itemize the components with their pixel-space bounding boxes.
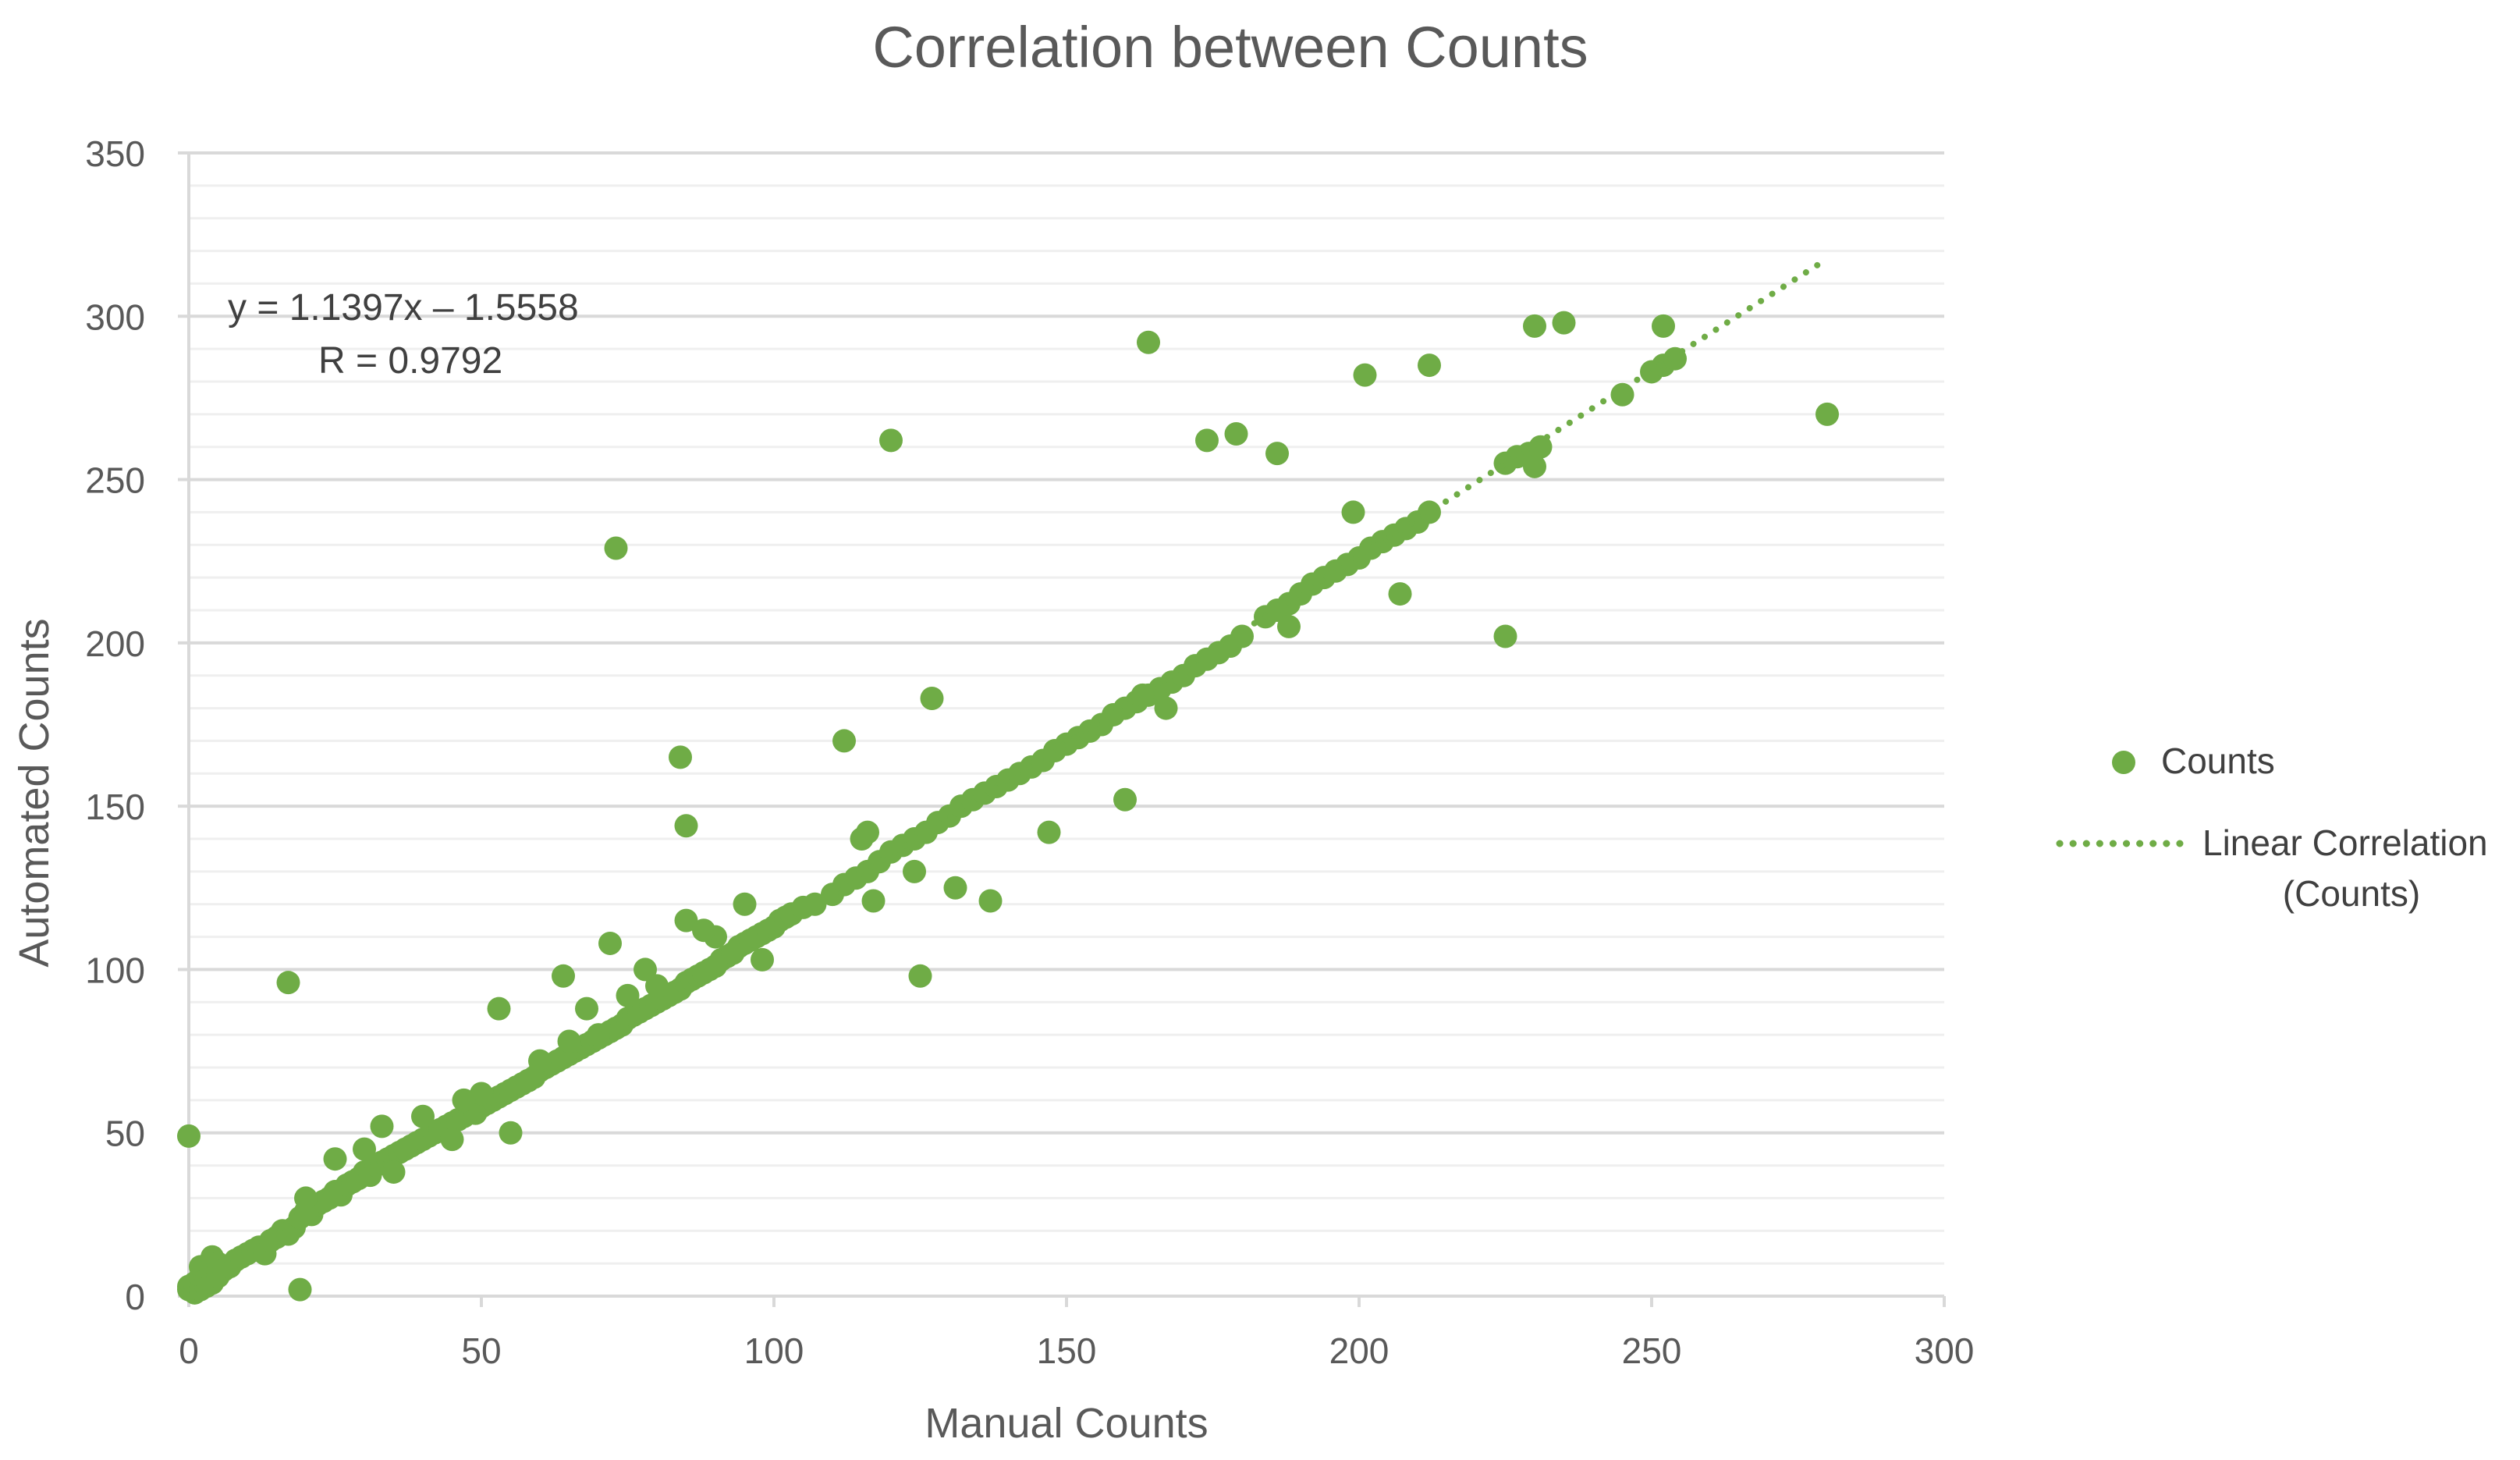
data-point bbox=[1195, 428, 1219, 453]
data-point bbox=[943, 876, 967, 900]
legend-marker-counts bbox=[2112, 751, 2135, 774]
data-point bbox=[751, 947, 774, 972]
data-point bbox=[470, 1082, 493, 1106]
data-point bbox=[861, 889, 886, 913]
data-point bbox=[733, 892, 757, 916]
data-point bbox=[516, 1068, 540, 1092]
data-point bbox=[1230, 624, 1254, 648]
data-point bbox=[674, 814, 698, 838]
data-point bbox=[1037, 820, 1061, 844]
x-tick-label: 50 bbox=[461, 1330, 501, 1371]
data-point bbox=[634, 957, 657, 982]
data-point bbox=[499, 1121, 523, 1145]
y-tick-label: 150 bbox=[85, 787, 145, 827]
data-point bbox=[598, 931, 622, 955]
data-point bbox=[487, 996, 511, 1021]
data-point bbox=[1493, 624, 1517, 648]
data-point bbox=[440, 1128, 464, 1152]
x-tick-label: 250 bbox=[1622, 1330, 1682, 1371]
data-point bbox=[587, 1023, 610, 1047]
data-point bbox=[1523, 314, 1546, 338]
y-tick-label: 250 bbox=[85, 460, 145, 501]
data-point bbox=[276, 971, 300, 995]
data-point bbox=[382, 1160, 406, 1184]
y-tick-label: 0 bbox=[125, 1277, 145, 1317]
data-point bbox=[879, 428, 903, 453]
x-tick-label: 150 bbox=[1037, 1330, 1097, 1371]
data-point bbox=[557, 1029, 581, 1053]
data-point bbox=[1224, 421, 1248, 446]
data-point bbox=[1113, 787, 1137, 812]
equation-annotation: y = 1.1397x – 1.5558 bbox=[228, 287, 579, 329]
data-point bbox=[1523, 454, 1546, 478]
x-axis-label: Manual Counts bbox=[925, 1400, 1208, 1447]
data-point bbox=[370, 1114, 394, 1139]
data-point bbox=[1341, 500, 1365, 524]
data-point bbox=[353, 1137, 376, 1161]
chart-title: Correlation between Counts bbox=[872, 15, 1588, 80]
data-point bbox=[294, 1186, 318, 1210]
r-value-annotation: R = 0.9792 bbox=[318, 340, 502, 382]
data-point bbox=[604, 536, 628, 560]
axis-layer: 0 50 100 150 200 250 300 350 0 50 100 150 200 250 300 bbox=[85, 133, 1974, 1371]
data-point bbox=[978, 889, 1003, 913]
data-point bbox=[411, 1104, 435, 1128]
data-point bbox=[1418, 353, 1441, 378]
data-point bbox=[1388, 582, 1412, 606]
data-point bbox=[552, 964, 575, 988]
data-point bbox=[1265, 442, 1289, 466]
data-point bbox=[1154, 696, 1178, 720]
data-point bbox=[692, 918, 715, 943]
y-tick-label: 350 bbox=[85, 133, 145, 174]
x-tick-label: 200 bbox=[1329, 1330, 1390, 1371]
data-point bbox=[674, 908, 698, 932]
legend-label-trendline-line2: (Counts) bbox=[2283, 873, 2420, 914]
data-point bbox=[323, 1147, 347, 1171]
x-tick-label: 300 bbox=[1915, 1330, 1975, 1371]
y-tick-label: 200 bbox=[85, 623, 145, 664]
data-point bbox=[903, 859, 926, 883]
data-point bbox=[616, 983, 640, 1007]
data-point bbox=[452, 1088, 476, 1112]
x-tick-label: 0 bbox=[179, 1330, 199, 1371]
data-point bbox=[575, 996, 598, 1021]
data-point bbox=[1815, 402, 1839, 426]
y-tick-label: 50 bbox=[105, 1114, 145, 1154]
y-tick-label: 100 bbox=[85, 950, 145, 990]
points-layer bbox=[177, 311, 1839, 1305]
data-point bbox=[920, 687, 944, 711]
legend: Counts Linear Correlation (Counts) bbox=[2056, 741, 2488, 914]
data-point bbox=[288, 1277, 312, 1302]
data-point bbox=[1137, 330, 1160, 354]
data-point bbox=[1353, 363, 1377, 387]
data-point bbox=[177, 1124, 201, 1148]
data-point bbox=[669, 745, 692, 769]
legend-label-counts: Counts bbox=[2161, 741, 2275, 781]
data-point bbox=[1552, 311, 1576, 335]
y-axis-label: Automated Counts bbox=[11, 618, 58, 967]
trend-layer bbox=[823, 255, 1830, 899]
data-point bbox=[908, 964, 932, 988]
data-point bbox=[1418, 500, 1441, 524]
data-point bbox=[1528, 435, 1553, 459]
data-point bbox=[832, 729, 856, 753]
data-point bbox=[856, 820, 879, 844]
x-tick-label: 100 bbox=[744, 1330, 804, 1371]
data-point bbox=[803, 892, 827, 916]
data-point bbox=[1652, 314, 1675, 338]
data-point bbox=[528, 1049, 552, 1073]
legend-label-trendline-line1: Linear Correlation bbox=[2202, 822, 2488, 863]
trendline bbox=[823, 255, 1830, 899]
data-point bbox=[1277, 614, 1301, 638]
y-tick-label: 300 bbox=[85, 297, 145, 337]
data-point bbox=[645, 974, 669, 998]
